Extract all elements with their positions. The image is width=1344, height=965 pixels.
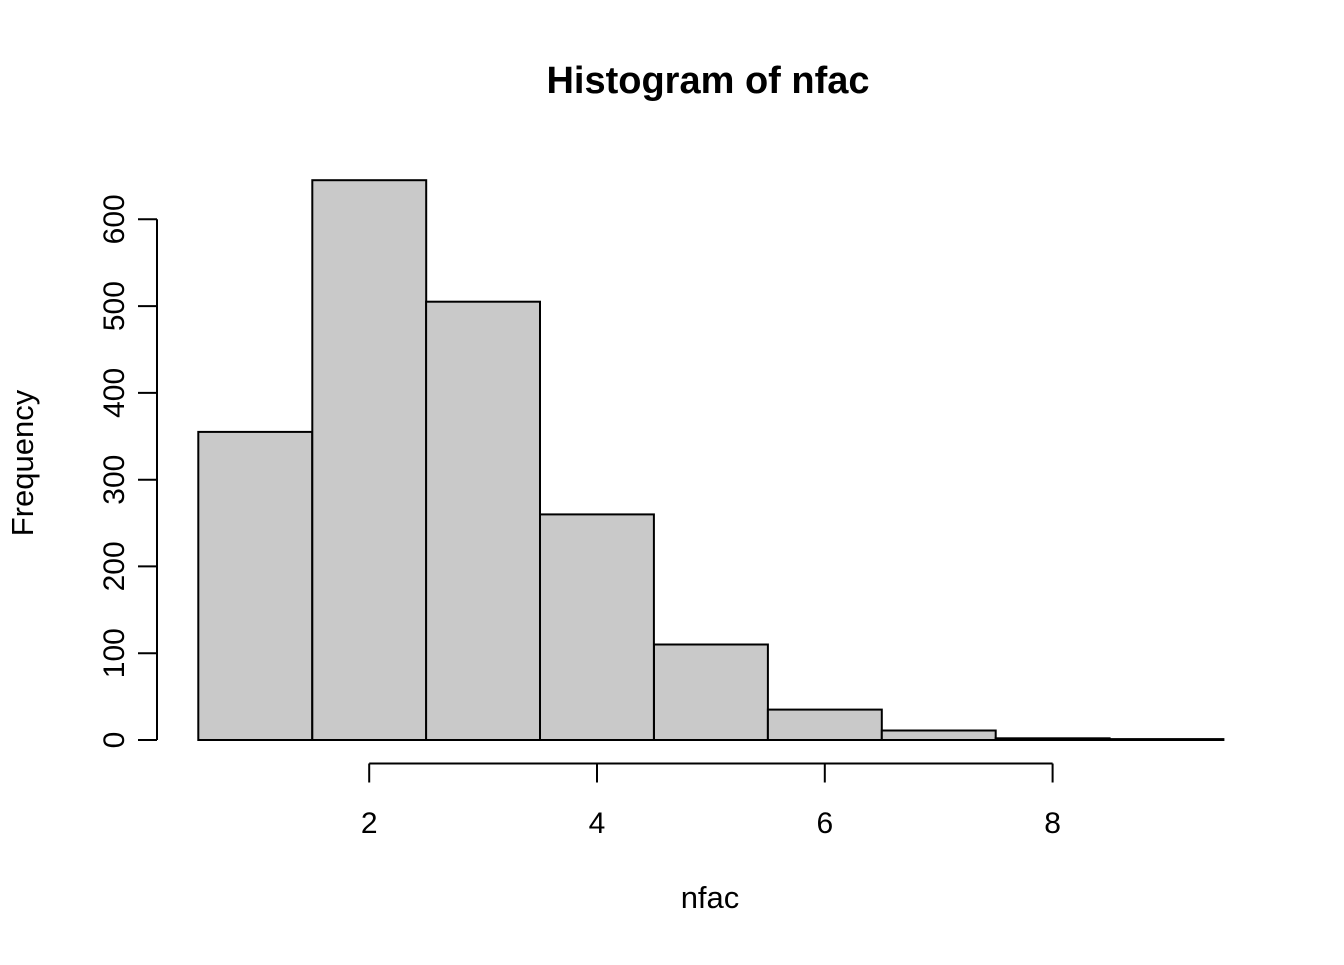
histogram-bar	[539, 513, 655, 742]
y-tick-label: 100	[98, 628, 131, 678]
chart-title: Histogram of nfac	[546, 60, 869, 102]
y-tick-label: 0	[98, 732, 131, 749]
histogram-bar	[880, 729, 997, 741]
y-tick-label: 400	[98, 368, 131, 418]
x-tick-label: 4	[589, 807, 606, 840]
histogram-bar	[994, 737, 1111, 741]
histogram-bar	[1108, 738, 1225, 741]
histogram-bars	[197, 179, 1225, 742]
y-axis: 0 100 200 300 400 500 600	[98, 194, 158, 749]
x-axis: 2 4 6 8	[361, 762, 1061, 840]
histogram-bar	[425, 300, 542, 741]
x-tick-label: 6	[816, 807, 833, 840]
x-axis-label: nfac	[681, 880, 740, 915]
y-tick-label: 300	[98, 455, 131, 505]
histogram-bar	[653, 643, 769, 741]
histogram-bar	[311, 179, 428, 741]
y-tick-label: 200	[98, 541, 131, 591]
histogram-bar	[766, 708, 883, 741]
histogram-bar	[197, 430, 314, 741]
x-tick-label: 2	[361, 807, 378, 840]
y-tick-label: 500	[98, 281, 131, 331]
y-tick-label: 600	[98, 194, 131, 244]
y-axis-label: Frequency	[5, 389, 40, 536]
x-tick-label: 8	[1044, 807, 1061, 840]
